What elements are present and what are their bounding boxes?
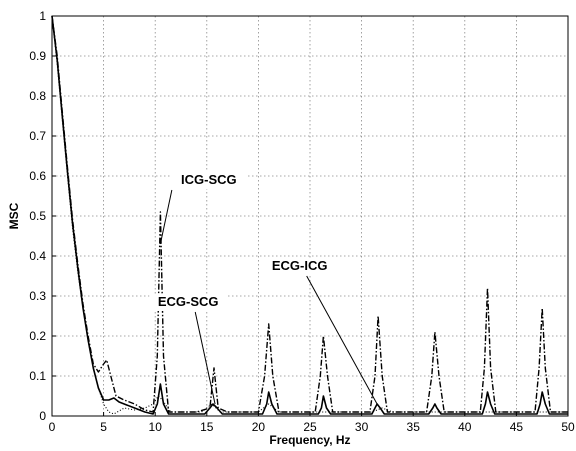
y-tick-label: 1 [39, 9, 46, 23]
y-tick-label: 0.2 [29, 329, 46, 343]
x-tick-label: 35 [407, 420, 421, 434]
x-tick-label: 5 [100, 420, 107, 434]
x-tick-labels: 0 5 10 15 20 25 30 35 40 45 50 [49, 420, 575, 434]
y-tick-label: 0 [39, 409, 46, 423]
annotation-label: ECG-ICG [272, 258, 328, 273]
x-tick-label: 15 [200, 420, 214, 434]
y-tick-label: 0.9 [29, 49, 46, 63]
x-tick-label: 30 [355, 420, 369, 434]
series-line-ecg-icg [51, 15, 568, 415]
x-tick-label: 40 [458, 420, 472, 434]
series-layer [51, 15, 568, 415]
y-tick-label: 0.6 [29, 169, 46, 183]
annotation-label: ICG-SCG [181, 172, 237, 187]
annotation-pointer [306, 275, 378, 405]
y-tick-label: 0.1 [29, 369, 46, 383]
x-tick-label: 0 [49, 420, 56, 434]
series-line-icg-scg [51, 15, 568, 413]
x-tick-label: 10 [149, 420, 163, 434]
y-tick-label: 0.5 [29, 209, 46, 223]
plot-frame [51, 15, 569, 417]
y-tick-labels: 0 0.1 0.2 0.3 0.4 0.5 0.6 0.7 0.8 0.9 1 [29, 9, 46, 423]
annotation-label: ECG-SCG [158, 294, 219, 309]
y-tick-label: 0.8 [29, 89, 46, 103]
y-axis-label: MSC [7, 202, 21, 229]
series-line-ecg-scg [51, 15, 568, 415]
x-tick-label: 45 [510, 420, 524, 434]
grid [51, 15, 569, 417]
annotations: ICG-SCG ECG-SCG ECG-ICG [149, 172, 378, 405]
x-tick-label: 20 [252, 420, 266, 434]
y-tick-label: 0.4 [29, 249, 46, 263]
annotation-pointer [194, 311, 216, 405]
x-axis-label: Frequency, Hz [269, 433, 350, 447]
y-tick-label: 0.3 [29, 289, 46, 303]
annotation-background [169, 172, 248, 189]
annotation-pointer [159, 189, 173, 245]
x-tick-label: 25 [303, 420, 317, 434]
annotation-background [149, 294, 228, 311]
y-tick-label: 0.7 [29, 129, 46, 143]
annotation-background [260, 258, 339, 275]
x-tick-label: 50 [561, 420, 575, 434]
